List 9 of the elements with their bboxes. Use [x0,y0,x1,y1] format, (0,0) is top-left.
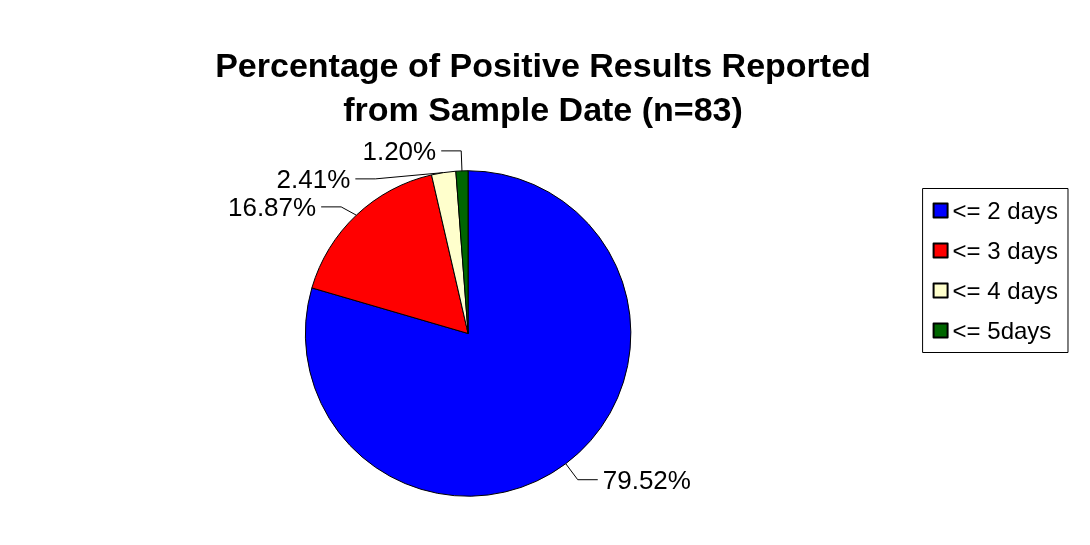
data-label: 2.41% [276,163,351,194]
legend-label: <= 2 days [952,197,1059,224]
data-label: 1.20% [362,135,437,166]
legend-label: <= 3 days [952,237,1059,264]
data-label: 16.87% [227,191,317,222]
data-label: 79.52% [602,464,691,495]
chart-title: Percentage of Positive Results Reported from Sample Date (n=83) [215,46,871,128]
legend-label: <= 5days [952,317,1052,344]
legend-label: <= 4 days [952,277,1059,304]
